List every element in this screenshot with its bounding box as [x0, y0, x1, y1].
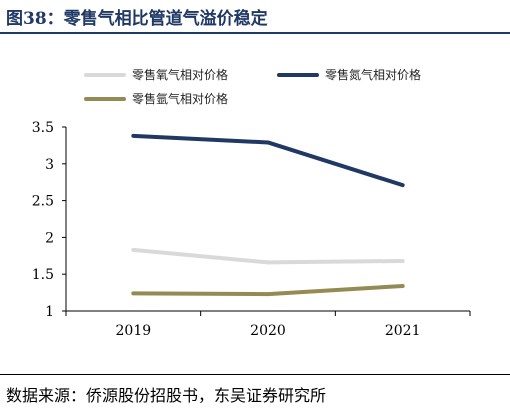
y-tick-label: 3.5: [32, 120, 54, 136]
source-divider: [0, 374, 510, 375]
x-tick-label: 2021: [385, 323, 421, 339]
legend-item-oxygen: 零售氧气相对价格: [84, 66, 228, 83]
y-tick-label: 1.5: [32, 267, 54, 283]
legend-label-argon: 零售氩气相对价格: [132, 92, 229, 106]
series-line-1: [131, 133, 405, 188]
y-tick-label: 2.5: [32, 194, 54, 210]
legend-label-nitrogen: 零售氮气相对价格: [325, 68, 422, 82]
series-line-0: [131, 247, 405, 265]
figure-title: 图38：零售气相比管道气溢价稳定: [6, 9, 268, 29]
y-tick-label: 1: [45, 304, 54, 320]
legend-label-oxygen: 零售氧气相对价格: [132, 68, 229, 82]
x-tick-label: 2019: [116, 323, 152, 339]
series-line-2: [131, 283, 405, 297]
legend-item-nitrogen: 零售氮气相对价格: [277, 66, 421, 83]
legend-swatch-argon: [84, 96, 126, 101]
legend-swatch-nitrogen: [277, 72, 319, 77]
x-tick-label: 2020: [250, 323, 286, 339]
title-divider: [0, 32, 510, 34]
legend-swatch-oxygen: [84, 72, 126, 77]
figure-header: 图38：零售气相比管道气溢价稳定: [0, 0, 510, 34]
y-tick-label: 2: [45, 230, 54, 246]
y-tick-label: 3: [45, 157, 54, 173]
legend-item-argon: 零售氩气相对价格: [84, 90, 228, 107]
source-note: 数据来源：侨源股份招股书，东吴证券研究所: [6, 386, 327, 405]
